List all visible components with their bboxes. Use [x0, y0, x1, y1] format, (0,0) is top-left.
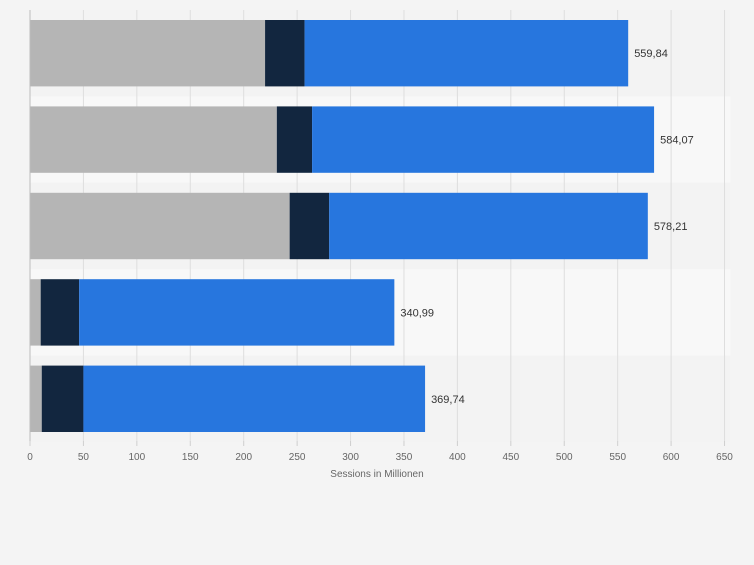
- x-tick-label: 250: [289, 452, 306, 463]
- bar-segment: [41, 365, 84, 432]
- x-tick-label: 600: [663, 452, 680, 463]
- x-tick-label: 550: [609, 452, 626, 463]
- total-value-label: 369,74: [431, 394, 465, 406]
- total-value-label: 578,21: [654, 221, 688, 233]
- x-tick-label: 300: [342, 452, 359, 463]
- x-tick-label: 350: [396, 452, 413, 463]
- x-axis-title: Sessions in Millionen: [330, 469, 423, 480]
- bar-segment: [30, 192, 290, 260]
- x-tick-label: 0: [27, 452, 33, 463]
- x-tick-label: 200: [235, 452, 252, 463]
- x-tick-label: 50: [78, 452, 90, 463]
- total-labels: 559,84 584,07 578,21 340,99 369,74: [400, 48, 693, 406]
- bar-segment: [30, 20, 266, 87]
- x-tick-label: 400: [449, 452, 466, 463]
- bar-segment: [276, 106, 313, 173]
- x-tick-label: 650: [716, 452, 733, 463]
- x-tick-label: 450: [502, 452, 519, 463]
- x-tick-label: 150: [182, 452, 199, 463]
- total-value-label: 340,99: [400, 307, 434, 319]
- bar-segment: [79, 279, 395, 346]
- bar-segment: [30, 279, 41, 346]
- bar-segment: [30, 106, 277, 173]
- bar-segment: [83, 365, 426, 432]
- bar-segment: [265, 20, 305, 87]
- x-tick-label: 100: [129, 452, 146, 463]
- bar-segment: [312, 106, 655, 173]
- x-tick-label: 500: [556, 452, 573, 463]
- bar-segment: [30, 365, 42, 432]
- bars: [30, 20, 655, 432]
- total-value-label: 559,84: [634, 48, 668, 60]
- x-axis: 0 50 100 150 200 250 300 350 400 450 500 550 600 650: [27, 10, 733, 463]
- bar-segment: [304, 20, 629, 87]
- total-value-label: 584,07: [660, 135, 694, 147]
- bar-segment: [40, 279, 80, 346]
- bar-segment: [329, 192, 648, 260]
- bar-segment: [289, 192, 330, 260]
